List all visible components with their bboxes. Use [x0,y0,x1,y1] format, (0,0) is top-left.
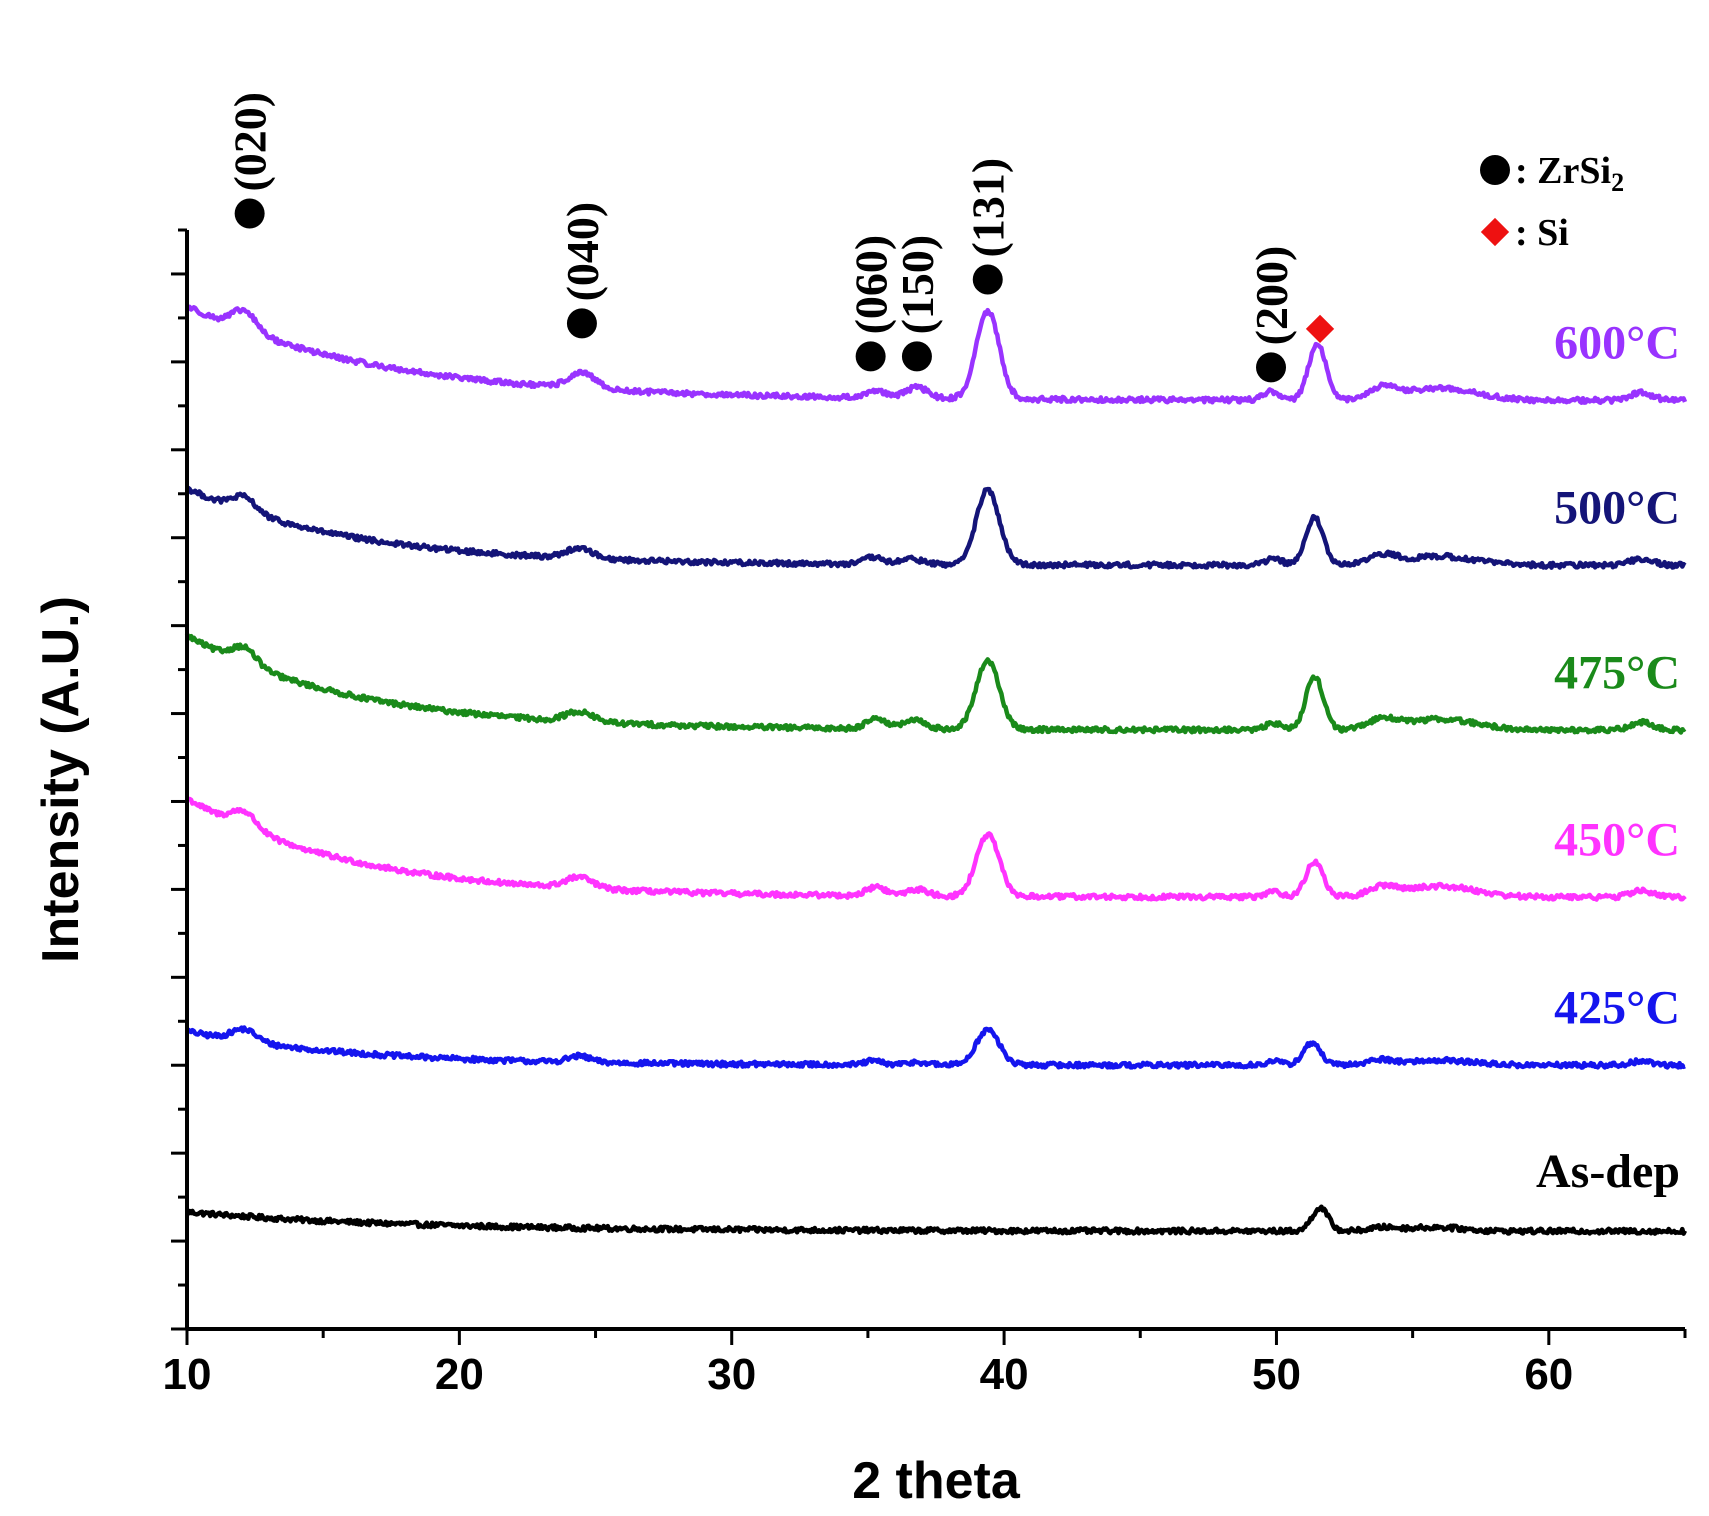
series-label: 475°C [1554,646,1680,699]
y-axis-title: Intensity (A.U.) [32,596,90,963]
peak-label: (150) [892,235,943,335]
peak-label: (131) [963,158,1014,258]
series-layer [184,304,1688,1236]
axes: 10 20 30 40 50 60 [163,228,1687,1399]
legend: : ZrSi2 : Si [1480,150,1624,254]
series-line-425°C [184,1025,1686,1070]
series-label: 450°C [1554,813,1680,866]
series-label: As-dep [1536,1145,1680,1198]
zrsi2-peak-marker [972,264,1003,295]
peak-label: (020) [225,92,276,192]
zrsi2-peak-marker [1256,352,1287,383]
x-tick-label: 40 [980,1350,1029,1399]
x-tick-label: 50 [1252,1350,1301,1399]
legend-si-marker [1480,217,1510,247]
series-label: 600°C [1554,317,1680,370]
x-axis-title: 2 theta [852,1452,1021,1510]
peak-annotations: (020) (040) (060)(150) (131) (200) [225,92,1335,383]
series-line-475°C [184,633,1687,735]
legend-zrsi2-marker [1480,155,1510,185]
peak-label: (200) [1246,246,1297,346]
zrsi2-peak-marker [901,341,932,372]
peak-label: (040) [557,202,608,302]
x-tick-label: 10 [163,1350,212,1399]
series-labels: As-dep 425°C 450°C 475°C 500°C 600°C [1536,317,1680,1199]
series-label: 500°C [1554,481,1680,534]
series-label: 425°C [1554,981,1680,1034]
y-ticks [171,228,187,1331]
si-peak-marker [1305,314,1335,344]
x-tick-label: 30 [707,1350,756,1399]
x-ticks: 10 20 30 40 50 60 [163,1329,1687,1399]
x-tick-label: 60 [1524,1350,1573,1399]
x-tick-label: 20 [435,1350,484,1399]
peak-label: (060) [846,235,897,335]
zrsi2-peak-marker [234,198,265,229]
series-line-600°C [185,304,1688,405]
zrsi2-peak-marker [855,341,886,372]
series-line-As-dep [185,1204,1688,1236]
series-line-500°C [185,485,1687,570]
legend-label: : ZrSi2 [1515,150,1624,197]
zrsi2-peak-marker [566,308,597,339]
legend-label: : Si [1515,212,1569,254]
series-line-450°C [185,796,1687,902]
